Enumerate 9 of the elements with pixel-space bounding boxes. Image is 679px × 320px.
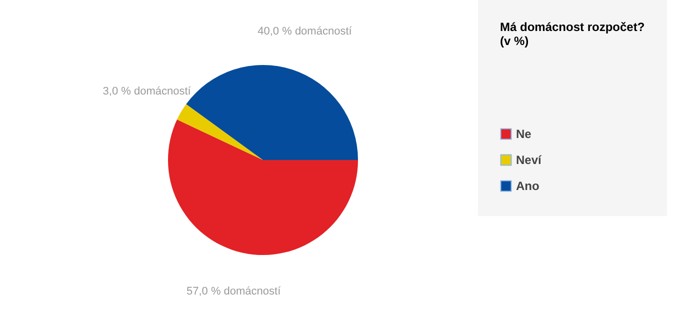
legend-label: Ne <box>516 127 532 141</box>
data-label: 3,0 % domácností <box>102 85 192 98</box>
pie-slice <box>168 120 358 255</box>
data-label: 40,0 % domácností <box>258 26 353 38</box>
legend-title: Má domácnost rozpočet? (v %) <box>500 20 645 48</box>
legend-label: Neví <box>516 153 542 167</box>
pie-slice <box>177 104 263 160</box>
data-label: 57,0 % domácností <box>186 286 282 298</box>
legend-label: Ano <box>516 179 540 193</box>
